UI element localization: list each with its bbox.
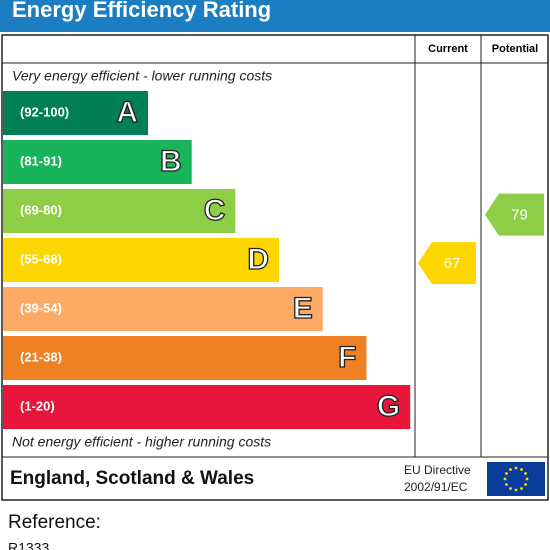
band-letter: F — [338, 341, 356, 374]
column-header: Current — [428, 43, 468, 55]
band-range: (81-91) — [20, 153, 62, 168]
flag-star — [514, 488, 518, 492]
band-range: (92-100) — [20, 104, 69, 119]
directive: EU Directive — [404, 463, 471, 477]
directive: 2002/91/EC — [404, 480, 468, 494]
flag-star — [525, 477, 529, 481]
flag-star — [520, 468, 523, 471]
band — [3, 287, 323, 331]
top-note: Very energy efficient - lower running co… — [12, 68, 272, 84]
flag-star — [505, 483, 508, 486]
band-letter: G — [377, 390, 400, 423]
title-bar — [0, 0, 550, 32]
band — [3, 238, 280, 282]
band-letter: B — [160, 145, 182, 178]
rating-value: 67 — [444, 255, 461, 272]
flag-star — [509, 468, 512, 471]
reference-value: R1333 — [8, 540, 49, 550]
band — [3, 336, 367, 380]
flag-star — [509, 487, 512, 490]
band-range: (69-80) — [20, 202, 62, 217]
band-letter: A — [116, 96, 138, 129]
flag-star — [505, 472, 508, 475]
title: Energy Efficiency Rating — [12, 0, 271, 22]
band-letter: C — [204, 194, 226, 227]
flag-star — [524, 472, 527, 475]
rating-arrow — [418, 242, 476, 285]
band-letter: E — [293, 292, 313, 325]
bottom-note: Not energy efficient - higher running co… — [12, 434, 271, 450]
flag-star — [520, 487, 523, 490]
reference-label: Reference: — [8, 512, 101, 533]
region: England, Scotland & Wales — [10, 468, 254, 489]
flag-star — [514, 466, 518, 470]
flag-star — [524, 483, 527, 486]
eu-flag — [487, 462, 545, 496]
band-range: (39-54) — [20, 300, 62, 315]
band — [3, 91, 148, 135]
band-letter: D — [247, 243, 269, 276]
band-range: (55-68) — [20, 251, 62, 266]
band — [3, 189, 236, 233]
column-header: Potential — [492, 43, 538, 55]
band-range: (1-20) — [20, 398, 55, 413]
band-range: (21-38) — [20, 349, 62, 364]
frame — [1, 34, 549, 501]
rating-arrow — [485, 193, 544, 236]
band — [3, 140, 192, 184]
rating-value: 79 — [511, 207, 528, 224]
band — [3, 385, 411, 429]
flag-star — [503, 477, 507, 481]
